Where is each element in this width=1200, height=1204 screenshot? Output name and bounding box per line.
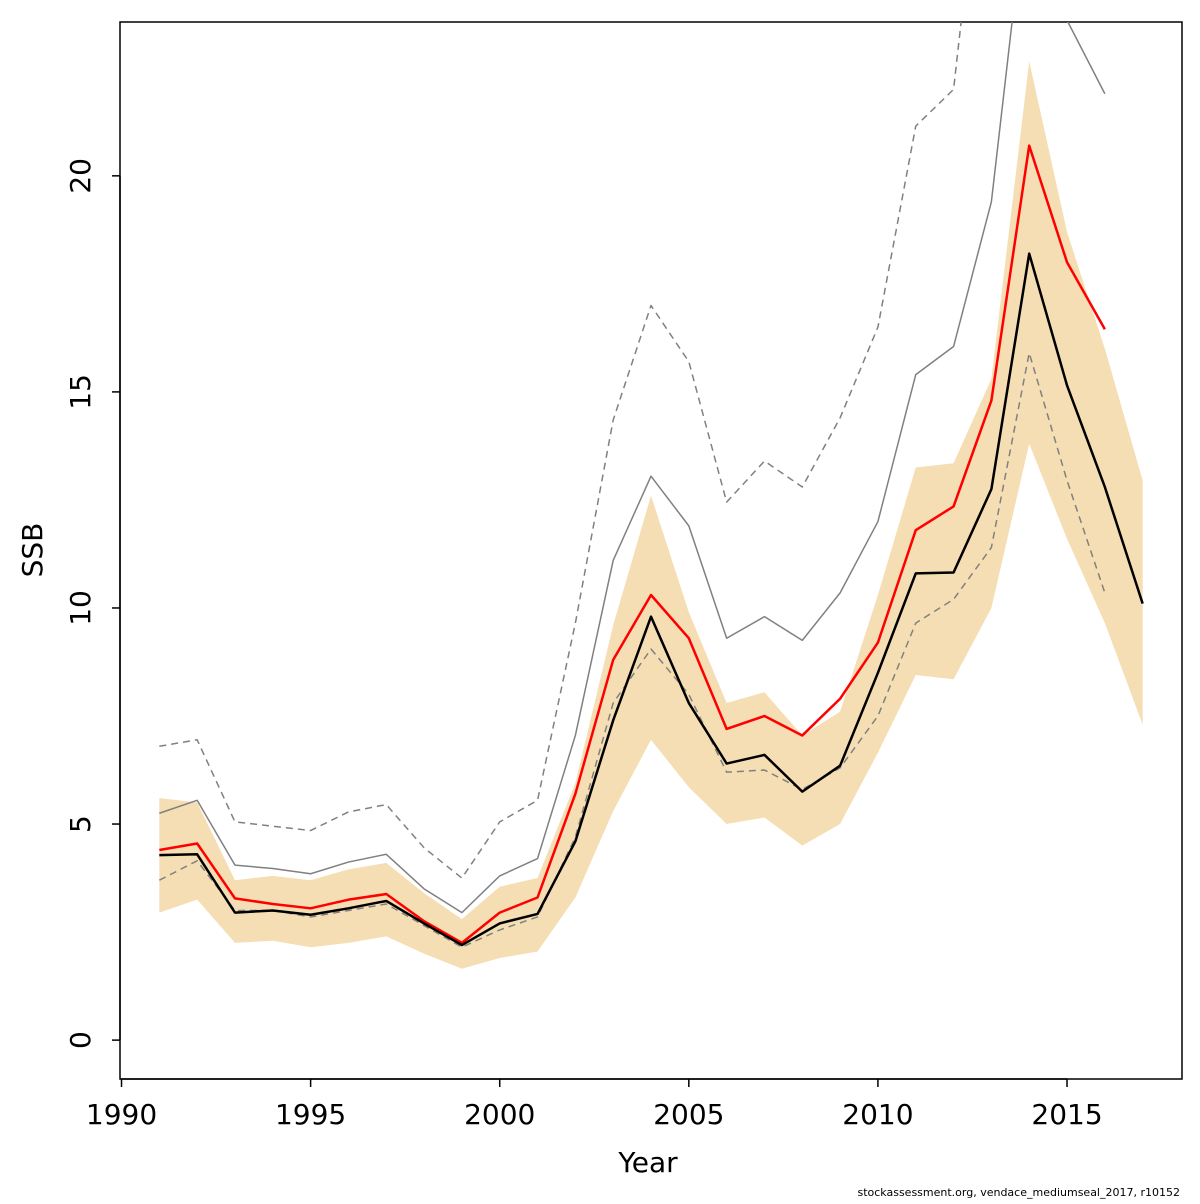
y-tick-label: 5 [64, 815, 97, 833]
footer: stockassessment.org, vendace_mediumseal_… [857, 1186, 1180, 1199]
x-tick-label: 2005 [653, 1098, 724, 1131]
series-line [159, 252, 1144, 947]
plot-area [158, 22, 1144, 969]
y-tick-label: 10 [64, 590, 97, 626]
series-line [158, 352, 1106, 948]
y-axis-label: SSB [16, 523, 49, 578]
confidence-band [159, 61, 1143, 969]
x-tick-label: 2000 [464, 1098, 535, 1131]
series-line [159, 144, 1106, 945]
series-line [159, 22, 1106, 914]
x-tick-label: 1995 [275, 1098, 346, 1131]
series-line [159, 22, 962, 879]
y-tick-label: 0 [64, 1031, 97, 1049]
x-tick-label: 1990 [86, 1098, 157, 1131]
y-tick-label: 15 [64, 374, 97, 410]
x-axis-label: Year [617, 1146, 678, 1179]
x-tick-label: 2010 [842, 1098, 913, 1131]
y-tick-label: 20 [64, 158, 97, 194]
x-tick-label: 2015 [1031, 1098, 1102, 1131]
